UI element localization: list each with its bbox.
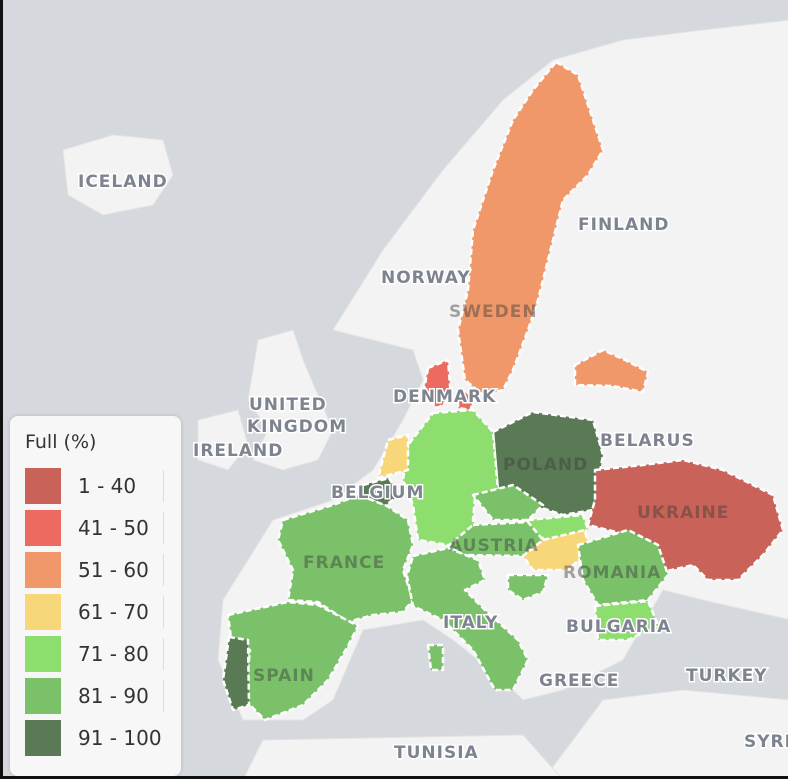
legend-label: 61 - 70 [78,600,149,624]
label-belarus: BELARUS [600,431,695,451]
country-france[interactable] [276,493,415,624]
legend-label: 1 - 40 [78,474,137,498]
legend-swatch [25,510,61,546]
label-austria: AUSTRIA [449,536,539,556]
label-sweden: SWEDEN [449,302,538,322]
legend-divider [163,680,164,712]
legend-label: 81 - 90 [78,684,149,708]
legend-swatch [25,720,61,756]
legend-divider [163,512,164,544]
label-tunisia: TUNISIA [394,743,479,763]
country-germany[interactable] [401,408,500,547]
legend-label: 41 - 50 [78,516,149,540]
label-romania: ROMANIA [563,563,661,583]
legend-label: 71 - 80 [78,642,149,666]
legend-divider [163,554,164,586]
country-netherlands[interactable] [376,433,410,480]
label-greece: GREECE [539,671,619,691]
legend-item[interactable]: 1 - 40 [25,468,136,504]
country-portugal[interactable] [221,635,251,712]
legend-item[interactable]: 91 - 100 [25,720,162,756]
country-sweden[interactable] [456,60,605,397]
country-czechia[interactable] [471,483,545,522]
legend-item[interactable]: 61 - 70 [25,594,149,630]
label-kingdom: KINGDOM [247,417,347,437]
legend-swatch [25,678,61,714]
label-iceland: ICELAND [78,172,168,192]
label-france: FRANCE [303,553,385,573]
label-spain: SPAIN [253,666,315,686]
country-italy[interactable] [405,546,530,692]
legend-label: 51 - 60 [78,558,149,582]
country-romania[interactable] [576,528,670,607]
legend-item[interactable]: 51 - 60 [25,552,149,588]
legend-item[interactable]: 81 - 90 [25,678,149,714]
legend-item[interactable]: 41 - 50 [25,510,149,546]
legend-swatch [25,552,61,588]
legend-item[interactable]: 71 - 80 [25,636,149,672]
label-turkey: TURKEY [686,666,768,686]
label-italy: ITALY [443,613,498,633]
label-poland: POLAND [503,455,588,475]
country-croatia[interactable] [506,573,550,602]
country-ukraine[interactable] [586,458,785,582]
label-ireland: IRELAND [193,441,283,461]
legend-swatch [25,636,61,672]
country-bulgaria[interactable] [593,599,660,642]
legend-swatch [25,594,61,630]
label-bulgaria: BULGARIA [566,617,671,637]
label-norway: NORWAY [381,268,471,288]
label-finland: FINLAND [578,215,670,235]
label-belgium: BELGIUM [331,483,424,503]
country-hungary[interactable] [521,528,591,572]
label-united: UNITED [249,395,327,415]
legend-divider [163,638,164,670]
legend-divider [163,470,164,502]
country-italy-sardinia[interactable] [426,643,445,672]
country-latvia[interactable] [573,348,650,394]
label-ukraine: UKRAINE [637,503,729,523]
legend-title: Full (%) [25,431,97,453]
label-denmark: DENMARK [393,387,496,407]
legend-divider [163,596,164,628]
label-syria: SYRI [744,732,788,752]
legend-swatch [25,468,61,504]
country-spain[interactable] [226,600,360,722]
legend-label: 91 - 100 [78,726,162,750]
map-canvas[interactable]: ICELAND NORWAY SWEDEN FINLAND DENMARK UN… [3,0,788,779]
legend: Full (%) 1 - 40 41 - 50 51 - 60 61 - 70 … [10,416,181,776]
